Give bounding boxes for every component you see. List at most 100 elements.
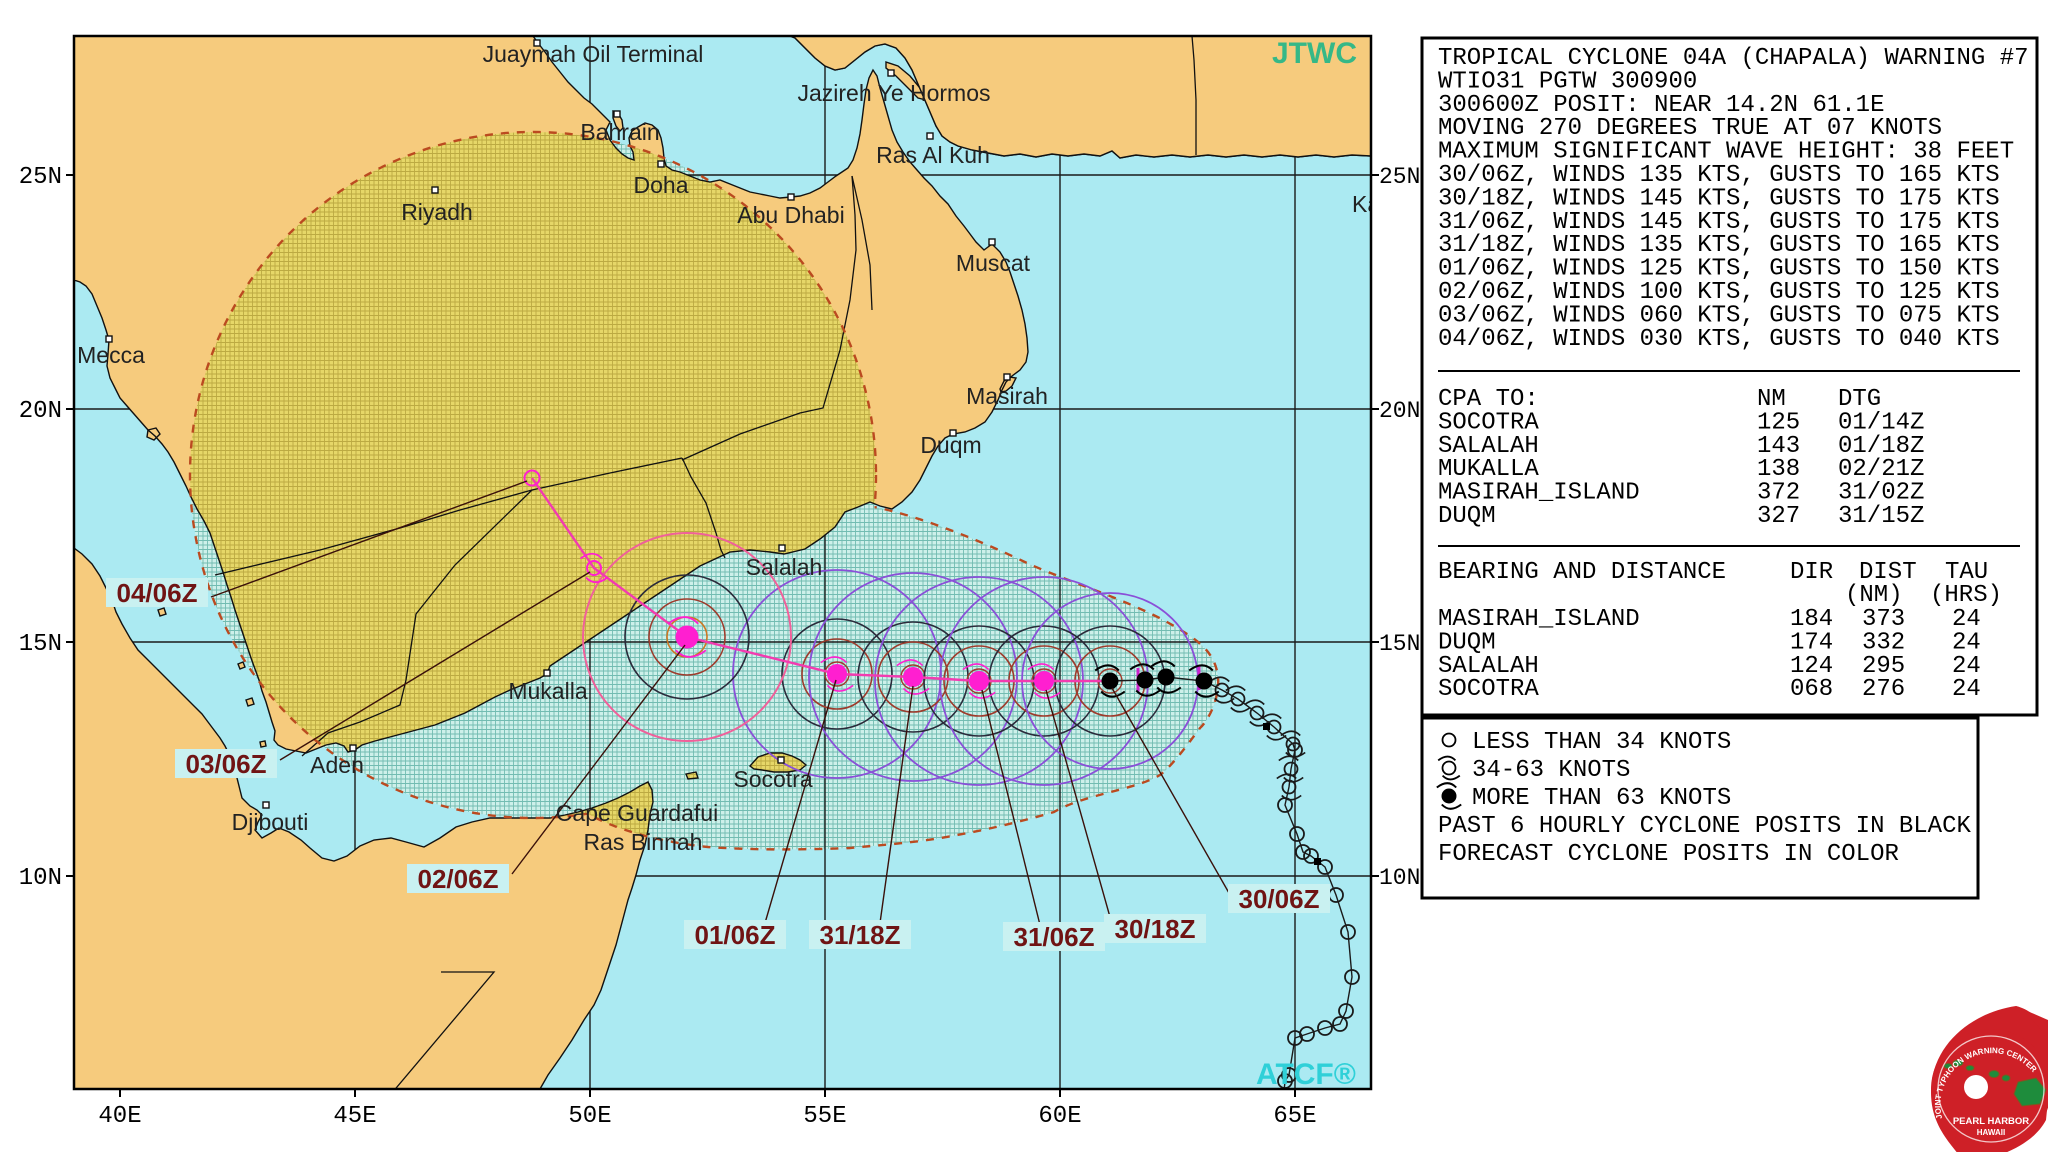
svg-text:01/06Z, WINDS 125 KTS, GUSTS T: 01/06Z, WINDS 125 KTS, GUSTS TO 150 KTS <box>1438 256 2000 283</box>
svg-text:276: 276 <box>1862 676 1905 703</box>
svg-text:31/18Z: 31/18Z <box>820 920 901 950</box>
svg-text:Ras Binnah: Ras Binnah <box>584 829 703 855</box>
svg-text:Juaymah Oil Terminal: Juaymah Oil Terminal <box>483 41 704 67</box>
svg-text:373: 373 <box>1862 606 1905 633</box>
svg-text:20N: 20N <box>1379 398 1420 424</box>
svg-text:Riyadh: Riyadh <box>401 199 473 225</box>
svg-text:Ka: Ka <box>1352 191 1380 217</box>
svg-text:Djibouti: Djibouti <box>232 809 309 835</box>
svg-text:TROPICAL CYCLONE 04A (CHAPALA): TROPICAL CYCLONE 04A (CHAPALA) WARNING #… <box>1438 45 2029 72</box>
svg-text:PAST 6 HOURLY CYCLONE POSITS I: PAST 6 HOURLY CYCLONE POSITS IN BLACK <box>1438 813 1971 840</box>
svg-text:184: 184 <box>1790 606 1833 633</box>
svg-text:40E: 40E <box>98 1103 141 1130</box>
svg-text:PEARL HARBOR: PEARL HARBOR <box>1953 1116 2029 1127</box>
svg-text:Aden: Aden <box>310 752 364 778</box>
svg-text:02/06Z, WINDS 100 KTS, GUSTS T: 02/06Z, WINDS 100 KTS, GUSTS TO 125 KTS <box>1438 279 2000 306</box>
svg-text:Jazireh Ye Hormos: Jazireh Ye Hormos <box>797 80 990 106</box>
svg-text:125: 125 <box>1757 409 1800 436</box>
svg-text:31/06Z, WINDS 145 KTS, GUSTS T: 31/06Z, WINDS 145 KTS, GUSTS TO 175 KTS <box>1438 209 2000 236</box>
svg-text:143: 143 <box>1757 433 1800 460</box>
svg-text:CPA TO:: CPA TO: <box>1438 386 1539 413</box>
svg-text:30/06Z: 30/06Z <box>1239 884 1320 914</box>
svg-text:30/18Z: 30/18Z <box>1115 914 1196 944</box>
svg-text:Duqm: Duqm <box>920 432 981 458</box>
svg-text:24: 24 <box>1952 629 1981 656</box>
svg-text:04/06Z: 04/06Z <box>117 578 198 608</box>
svg-text:SOCOTRA: SOCOTRA <box>1438 409 1539 436</box>
svg-text:124: 124 <box>1790 653 1833 680</box>
svg-text:SALALAH: SALALAH <box>1438 433 1539 460</box>
svg-text:15N: 15N <box>1379 631 1420 657</box>
svg-text:174: 174 <box>1790 629 1833 656</box>
svg-text:DIST: DIST <box>1859 559 1917 586</box>
svg-text:300600Z POSIT: NEAR 14.2N 61.1: 300600Z POSIT: NEAR 14.2N 61.1E <box>1438 92 1884 119</box>
svg-text:31/06Z: 31/06Z <box>1014 922 1095 952</box>
svg-text:25N: 25N <box>19 164 62 191</box>
svg-text:01/06Z: 01/06Z <box>695 920 776 950</box>
svg-text:Bahrain: Bahrain <box>580 119 659 145</box>
svg-text:24: 24 <box>1952 676 1981 703</box>
svg-text:Masirah: Masirah <box>966 383 1048 409</box>
svg-text:31/15Z: 31/15Z <box>1838 503 1924 530</box>
svg-text:50E: 50E <box>568 1103 611 1130</box>
svg-text:01/18Z: 01/18Z <box>1838 433 1924 460</box>
svg-text:295: 295 <box>1862 653 1905 680</box>
svg-text:04/06Z, WINDS 030 KTS, GUSTS T: 04/06Z, WINDS 030 KTS, GUSTS TO 040 KTS <box>1438 326 2000 353</box>
svg-text:068: 068 <box>1790 676 1833 703</box>
svg-text:31/18Z, WINDS 135 KTS, GUSTS T: 31/18Z, WINDS 135 KTS, GUSTS TO 165 KTS <box>1438 232 2000 259</box>
svg-text:Mecca: Mecca <box>77 342 145 368</box>
svg-text:24: 24 <box>1952 653 1981 680</box>
svg-text:65E: 65E <box>1273 1103 1316 1130</box>
svg-text:DTG: DTG <box>1838 386 1881 413</box>
svg-text:02/06Z: 02/06Z <box>418 864 499 894</box>
svg-text:02/21Z: 02/21Z <box>1838 456 1924 483</box>
svg-text:Ras Al Kuh: Ras Al Kuh <box>876 142 990 168</box>
svg-text:332: 332 <box>1862 629 1905 656</box>
svg-text:BEARING AND DISTANCE: BEARING AND DISTANCE <box>1438 559 1726 586</box>
svg-text:30/06Z, WINDS 135 KTS, GUSTS T: 30/06Z, WINDS 135 KTS, GUSTS TO 165 KTS <box>1438 162 2000 189</box>
svg-text:JTWC: JTWC <box>1272 37 1357 70</box>
svg-text:34-63 KNOTS: 34-63 KNOTS <box>1472 757 1630 784</box>
svg-text:LESS THAN 34 KNOTS: LESS THAN 34 KNOTS <box>1472 729 1731 756</box>
svg-text:DUQM: DUQM <box>1438 629 1496 656</box>
svg-text:MASIRAH_ISLAND: MASIRAH_ISLAND <box>1438 480 1640 507</box>
svg-text:45E: 45E <box>333 1103 376 1130</box>
svg-text:31/02Z: 31/02Z <box>1838 480 1924 507</box>
svg-text:ATCF®: ATCF® <box>1256 1058 1356 1091</box>
svg-text:138: 138 <box>1757 456 1800 483</box>
svg-text:NM: NM <box>1757 386 1786 413</box>
svg-text:MOVING 270 DEGREES TRUE AT 07: MOVING 270 DEGREES TRUE AT 07 KNOTS <box>1438 115 1942 142</box>
svg-text:FORECAST CYCLONE POSITS IN COL: FORECAST CYCLONE POSITS IN COLOR <box>1438 841 1899 868</box>
svg-text:327: 327 <box>1757 503 1800 530</box>
svg-text:60E: 60E <box>1038 1103 1081 1130</box>
svg-text:HAWAII: HAWAII <box>1977 1128 2005 1137</box>
svg-text:Mukalla: Mukalla <box>508 678 587 704</box>
svg-text:WTIO31 PGTW 300900: WTIO31 PGTW 300900 <box>1438 68 1697 95</box>
svg-text:Cape Guardafui: Cape Guardafui <box>556 800 718 826</box>
svg-text:DUQM: DUQM <box>1438 503 1496 530</box>
svg-text:03/06Z, WINDS 060 KTS, GUSTS T: 03/06Z, WINDS 060 KTS, GUSTS TO 075 KTS <box>1438 302 2000 329</box>
svg-text:15N: 15N <box>19 631 62 658</box>
svg-text:MORE THAN 63 KNOTS: MORE THAN 63 KNOTS <box>1472 785 1731 812</box>
svg-text:55E: 55E <box>803 1103 846 1130</box>
svg-text:(NM): (NM) <box>1845 582 1903 609</box>
svg-text:10N: 10N <box>1379 865 1420 891</box>
svg-text:Doha: Doha <box>634 172 689 198</box>
svg-text:Abu Dhabi: Abu Dhabi <box>737 202 844 228</box>
svg-text:372: 372 <box>1757 480 1800 507</box>
svg-text:01/14Z: 01/14Z <box>1838 409 1924 436</box>
svg-text:Muscat: Muscat <box>956 250 1031 276</box>
svg-text:24: 24 <box>1952 606 1981 633</box>
svg-text:(HRS): (HRS) <box>1930 582 2002 609</box>
svg-text:03/06Z: 03/06Z <box>186 749 267 779</box>
svg-text:SALALAH: SALALAH <box>1438 653 1539 680</box>
svg-text:Socotra: Socotra <box>733 766 812 792</box>
svg-text:SOCOTRA: SOCOTRA <box>1438 676 1539 703</box>
svg-text:Salalah: Salalah <box>746 554 823 580</box>
svg-text:10N: 10N <box>19 865 62 892</box>
svg-text:MUKALLA: MUKALLA <box>1438 456 1539 483</box>
svg-text:DIR: DIR <box>1790 559 1833 586</box>
svg-text:MAXIMUM SIGNIFICANT WAVE HEIGH: MAXIMUM SIGNIFICANT WAVE HEIGHT: 38 FEET <box>1438 139 2014 166</box>
svg-text:20N: 20N <box>19 398 62 425</box>
svg-text:MASIRAH_ISLAND: MASIRAH_ISLAND <box>1438 606 1640 633</box>
